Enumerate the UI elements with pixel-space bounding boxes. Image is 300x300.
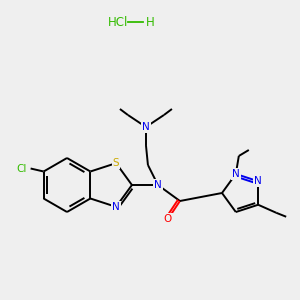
Text: S: S [113, 158, 119, 168]
Text: Cl: Cl [16, 164, 27, 173]
Text: O: O [164, 214, 172, 224]
Text: N: N [142, 122, 150, 132]
Text: N: N [254, 176, 262, 186]
Text: N: N [112, 202, 120, 212]
Text: HCl: HCl [108, 16, 128, 28]
Text: N: N [232, 169, 240, 179]
Text: H: H [146, 16, 154, 28]
Text: N: N [154, 180, 162, 190]
